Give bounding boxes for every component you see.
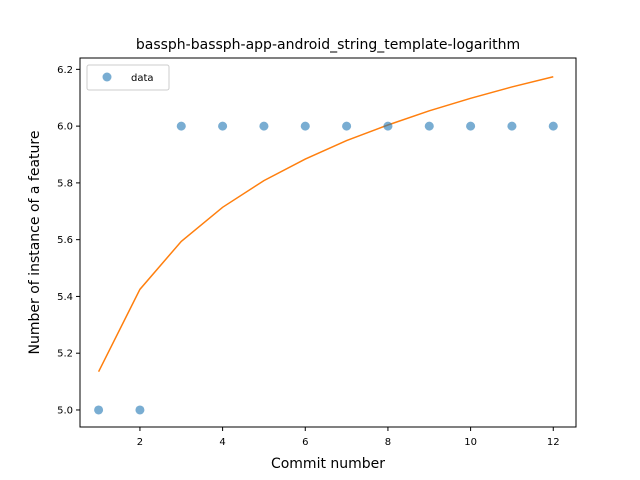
- data-point: [94, 405, 104, 415]
- data-point: [548, 121, 558, 131]
- y-axis: 5.0 5.2 5.4 5.6 5.8 6.0 6.2: [57, 65, 80, 416]
- data-point: [342, 121, 352, 131]
- axes-frame: [79, 57, 577, 428]
- data-point: [466, 121, 476, 131]
- x-axis-label: Commit number: [271, 456, 385, 472]
- data-point: [507, 121, 517, 131]
- x-tick-label: 12: [547, 437, 560, 448]
- legend-marker-data: [102, 72, 112, 82]
- legend: data: [86, 64, 170, 91]
- x-tick-label: 10: [464, 437, 477, 448]
- data-point: [300, 121, 310, 131]
- y-tick-label: 6.0: [57, 122, 73, 133]
- chart-title: bassph-bassph-app-android_string_templat…: [136, 37, 520, 53]
- y-tick-label: 5.6: [57, 235, 73, 246]
- y-tick-label: 5.8: [57, 178, 73, 189]
- y-tick-label: 5.4: [57, 292, 73, 303]
- y-tick-label: 5.0: [57, 405, 73, 416]
- data-point: [259, 121, 269, 131]
- y-tick-label: 5.2: [57, 349, 73, 360]
- legend-box: [86, 64, 170, 91]
- legend-label-data: data: [131, 73, 154, 84]
- x-tick-label: 8: [385, 437, 391, 448]
- x-tick-label: 6: [302, 437, 308, 448]
- data-point: [424, 121, 434, 131]
- plot-area: [94, 76, 558, 415]
- x-tick-label: 2: [137, 437, 143, 448]
- fit-line: [97, 76, 554, 372]
- x-axis: 2 4 6 8 10 12: [137, 427, 560, 448]
- data-point: [135, 405, 145, 415]
- data-point: [176, 121, 186, 131]
- data-point: [383, 121, 393, 131]
- y-tick-label: 6.2: [57, 65, 73, 76]
- data-point: [218, 121, 228, 131]
- x-tick-label: 4: [219, 437, 225, 448]
- y-axis-label: Number of instance of a feature: [27, 131, 43, 355]
